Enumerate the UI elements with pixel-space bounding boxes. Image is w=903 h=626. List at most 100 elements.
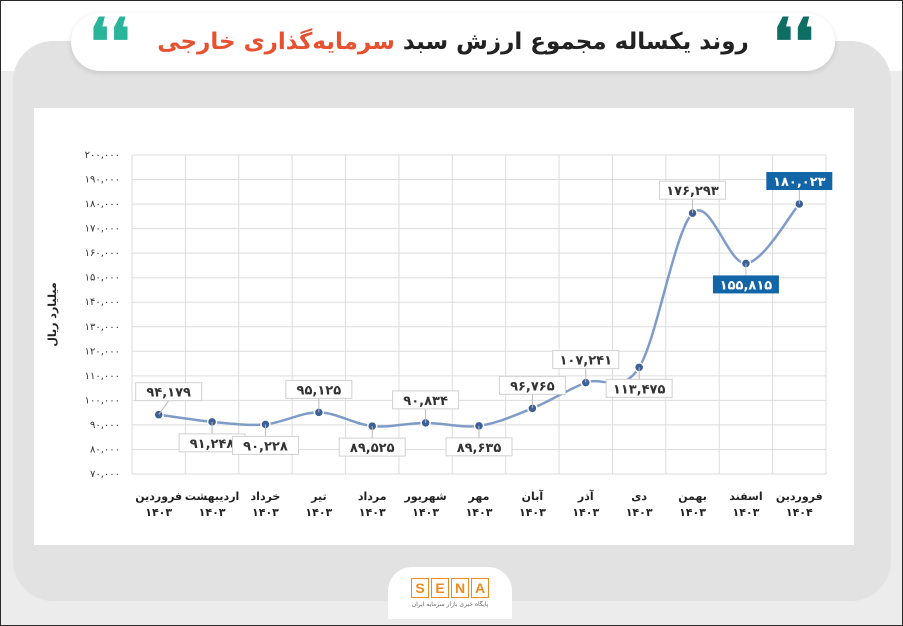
x-tick-label-month: شهریور	[403, 490, 446, 503]
data-label-text: ۱۵۵,۸۱۵	[720, 278, 773, 293]
x-tick-label-year: ۱۴۰۳	[626, 506, 653, 519]
data-label: ۱۷۶,۲۹۳	[659, 180, 727, 214]
data-label-box	[498, 375, 566, 395]
data-label: ۹۰,۲۲۸	[231, 424, 299, 455]
x-tick-label-year: ۱۴۰۳	[199, 506, 226, 519]
grid-layer	[131, 154, 827, 475]
x-tick-label-year: ۱۴۰۳	[466, 506, 493, 519]
x-tick-label-month: آذر	[577, 489, 594, 503]
data-label-box	[766, 172, 833, 191]
x-tick-label-year: ۱۴۰۳	[519, 506, 546, 519]
page-title: روند یکساله مجموع ارزش سبد سرمایه‌گذاری …	[157, 29, 748, 55]
data-label-text: ۱۰۷,۲۴۱	[559, 354, 612, 369]
logo-letter: A	[471, 578, 489, 598]
data-label-text: ۱۸۰,۰۲۳	[773, 175, 826, 190]
data-label: ۱۰۷,۲۴۱	[552, 350, 620, 383]
line-layer	[158, 203, 801, 428]
data-label-text: ۸۹,۶۳۵	[457, 441, 502, 456]
data-label: ۱۵۵,۸۱۵	[712, 263, 779, 294]
quote-left-icon: ❛❛	[89, 5, 131, 80]
title-main: روند یکساله مجموع ارزش سبد	[402, 29, 749, 55]
x-tick-label-year: ۱۴۰۳	[572, 506, 599, 519]
y-tick-label: ۹۰,۰۰۰	[90, 420, 120, 431]
label-layer: ۹۴,۱۷۹ ۹۱,۲۴۸ ۹۰,۲۲۸ ۹۵,۱۲۵ ۸۹,۵۲۵ ۹۰,۸۳۴ ۸۹,۶…	[135, 172, 833, 457]
y-tick-label: ۱۹۰,۰۰۰	[85, 175, 120, 186]
footer-logo: S E N A پایگاه خبری بازار سرمایه ایران	[388, 567, 512, 619]
data-label-text: ۹۴,۱۷۹	[146, 386, 191, 401]
data-label: ۹۵,۱۲۵	[285, 379, 353, 413]
data-label: ۸۹,۵۲۵	[338, 426, 406, 457]
data-label-box	[285, 379, 353, 399]
data-label: ۸۹,۶۳۵	[445, 425, 513, 457]
data-label: ۹۴,۱۷۹	[135, 382, 203, 415]
x-tick-label-month: مهر	[468, 490, 490, 503]
quote-right-icon: ❛❛	[772, 5, 814, 80]
x-tick-label-month: خرداد	[251, 490, 281, 503]
y-axis-title: میلیارد ریال	[46, 282, 59, 346]
data-label-box	[552, 350, 620, 370]
y-tick-label: ۱۵۰,۰۰۰	[85, 273, 120, 284]
logo-caption: پایگاه خبری بازار سرمایه ایران	[411, 601, 489, 608]
data-label-text: ۱۱۳,۴۷۵	[613, 382, 666, 397]
title-accent: سرمایه‌گذاری خارجی	[157, 29, 395, 55]
x-tick-label-year: ۱۴۰۳	[305, 506, 332, 519]
y-tick-label: ۸۰,۰۰۰	[90, 444, 120, 455]
x-tick-label-month: فروردین	[776, 490, 823, 503]
data-label-leader	[158, 400, 170, 415]
x-tick-label-year: ۱۴۰۳	[252, 506, 279, 519]
x-tick-label-year: ۱۴۰۳	[145, 506, 172, 519]
x-tick-label-year: ۱۴۰۴	[786, 506, 813, 519]
x-tick-label-month: تیر	[310, 490, 326, 503]
logo-letter: N	[451, 578, 469, 598]
data-label-text: ۹۰,۲۲۸	[243, 439, 288, 454]
data-label-text: ۸۹,۵۲۵	[350, 441, 395, 456]
x-tick-label-month: اردیبهشت	[185, 490, 239, 503]
data-label: ۹۰,۸۳۴	[392, 390, 460, 423]
data-label-text: ۹۵,۱۲۵	[297, 383, 342, 398]
data-label: ۱۱۳,۴۷۵	[605, 367, 673, 398]
axis-layer: ۷۰,۰۰۰ ۸۰,۰۰۰ ۹۰,۰۰۰ ۱۰۰,۰۰۰ ۱۱۰,۰۰۰ ۱۲۰,۰۰۰ ۱…	[46, 150, 823, 519]
x-tick-label-month: بهمن	[678, 490, 707, 503]
data-label: ۹۶,۷۶۵	[498, 375, 566, 409]
x-tick-label-month: اسفند	[729, 490, 762, 503]
data-label-text: ۱۷۶,۲۹۳	[666, 184, 719, 199]
data-label-text: ۹۶,۷۶۵	[510, 379, 555, 394]
x-tick-label-year: ۱۴۰۳	[359, 506, 386, 519]
y-tick-label: ۱۸۰,۰۰۰	[85, 199, 120, 210]
data-label-text: ۹۱,۲۴۸	[190, 437, 235, 452]
y-tick-label: ۱۷۰,۰۰۰	[85, 224, 120, 235]
x-tick-label-month: آبان	[522, 489, 544, 503]
x-tick-label-month: دی	[631, 490, 647, 503]
y-tick-label: ۱۱۰,۰۰۰	[85, 371, 120, 382]
data-label-box	[392, 390, 460, 410]
logo-letter: S	[411, 578, 429, 598]
y-tick-label: ۱۰۰,۰۰۰	[85, 395, 120, 406]
data-label-box	[659, 180, 727, 200]
chart-card: ۷۰,۰۰۰ ۸۰,۰۰۰ ۹۰,۰۰۰ ۱۰۰,۰۰۰ ۱۱۰,۰۰۰ ۱۲۰,۰۰۰ ۱…	[34, 108, 854, 545]
y-tick-label: ۱۳۰,۰۰۰	[85, 322, 120, 333]
x-tick-label-year: ۱۴۰۳	[412, 506, 439, 519]
y-tick-label: ۱۴۰,۰۰۰	[85, 297, 120, 308]
y-tick-label: ۱۲۰,۰۰۰	[85, 346, 120, 357]
data-label-box	[135, 382, 203, 402]
x-tick-label-month: مرداد	[358, 490, 387, 503]
y-tick-label: ۱۶۰,۰۰۰	[85, 248, 120, 259]
y-tick-label: ۲۰۰,۰۰۰	[85, 150, 120, 161]
x-tick-label-year: ۱۴۰۳	[732, 506, 759, 519]
data-label-box	[338, 437, 406, 457]
title-pill: روند یکساله مجموع ارزش سبد سرمایه‌گذاری …	[71, 13, 835, 71]
line-chart: ۷۰,۰۰۰ ۸۰,۰۰۰ ۹۰,۰۰۰ ۱۰۰,۰۰۰ ۱۱۰,۰۰۰ ۱۲۰,۰۰۰ ۱…	[46, 150, 833, 519]
point-layer	[153, 198, 805, 432]
data-label-box	[231, 435, 299, 455]
data-label-text: ۹۰,۸۳۴	[403, 394, 448, 409]
y-tick-label: ۷۰,۰۰۰	[90, 469, 120, 480]
data-label: ۱۸۰,۰۲۳	[766, 172, 833, 205]
logo-letter: E	[431, 578, 449, 598]
sena-logo: S E N A	[411, 578, 489, 598]
data-label-box	[605, 378, 673, 398]
data-label-box	[445, 437, 513, 457]
series-line	[158, 203, 801, 428]
x-tick-label-month: فروردین	[135, 490, 182, 503]
data-label: ۹۱,۲۴۸	[178, 421, 246, 453]
